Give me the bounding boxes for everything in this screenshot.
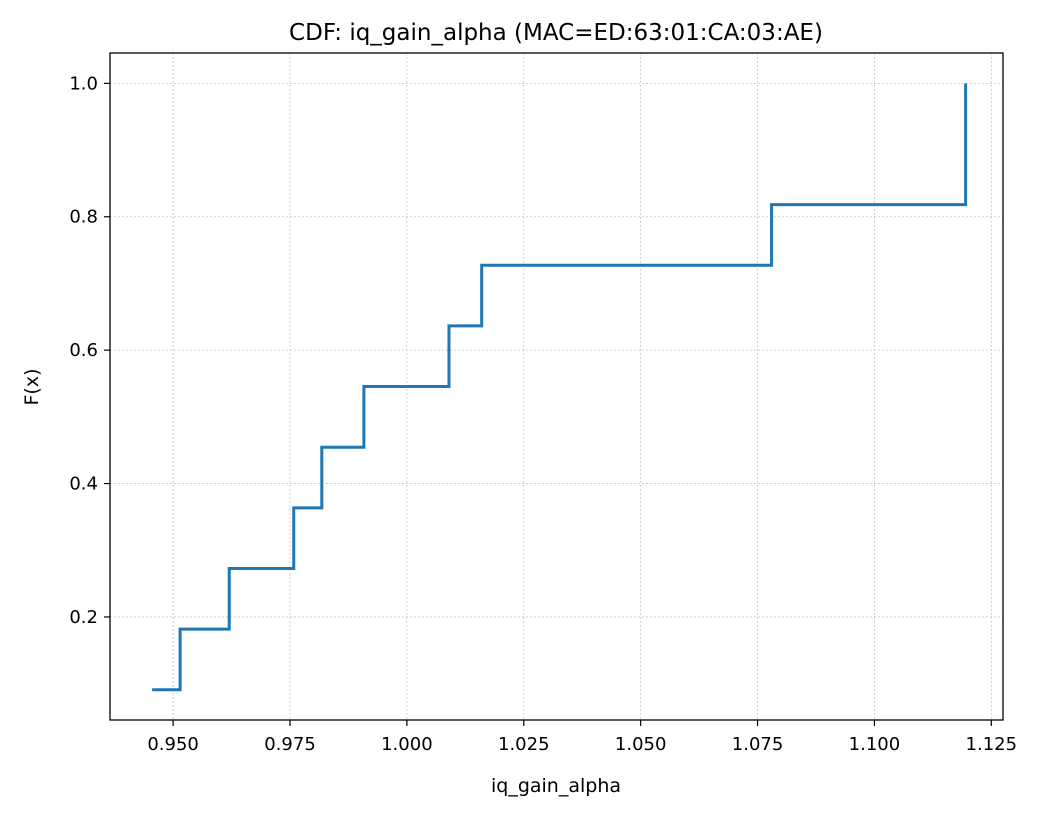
y-axis: 0.2 0.4 0.6 0.8 1.0 — [69, 73, 110, 628]
cdf-series-line — [152, 83, 968, 692]
x-tick-label: 0.975 — [264, 734, 316, 755]
x-axis-label: iq_gain_alpha — [491, 775, 621, 797]
x-tick-label: 1.000 — [381, 734, 433, 755]
y-tick-label: 0.6 — [69, 340, 98, 361]
x-tick-label: 1.125 — [966, 734, 1018, 755]
x-tick-label: 0.950 — [147, 734, 199, 755]
chart-title: CDF: iq_gain_alpha (MAC=ED:63:01:CA:03:A… — [289, 20, 823, 46]
y-tick-label: 0.8 — [69, 207, 98, 228]
y-axis-label: F(x) — [21, 369, 43, 406]
grid-lines — [110, 53, 1003, 720]
y-tick-label: 1.0 — [69, 73, 98, 94]
y-tick-label: 0.2 — [69, 607, 98, 628]
x-tick-label: 1.075 — [732, 734, 784, 755]
axes-frame — [109, 52, 1004, 721]
x-tick-label: 1.050 — [615, 734, 667, 755]
x-tick-label: 1.100 — [849, 734, 901, 755]
y-tick-label: 0.4 — [69, 474, 98, 495]
x-tick-label: 1.025 — [498, 734, 550, 755]
series-layer — [152, 83, 968, 692]
x-axis: 0.950 0.975 1.000 1.025 1.050 1.075 1.100 1.125 — [147, 720, 1017, 755]
